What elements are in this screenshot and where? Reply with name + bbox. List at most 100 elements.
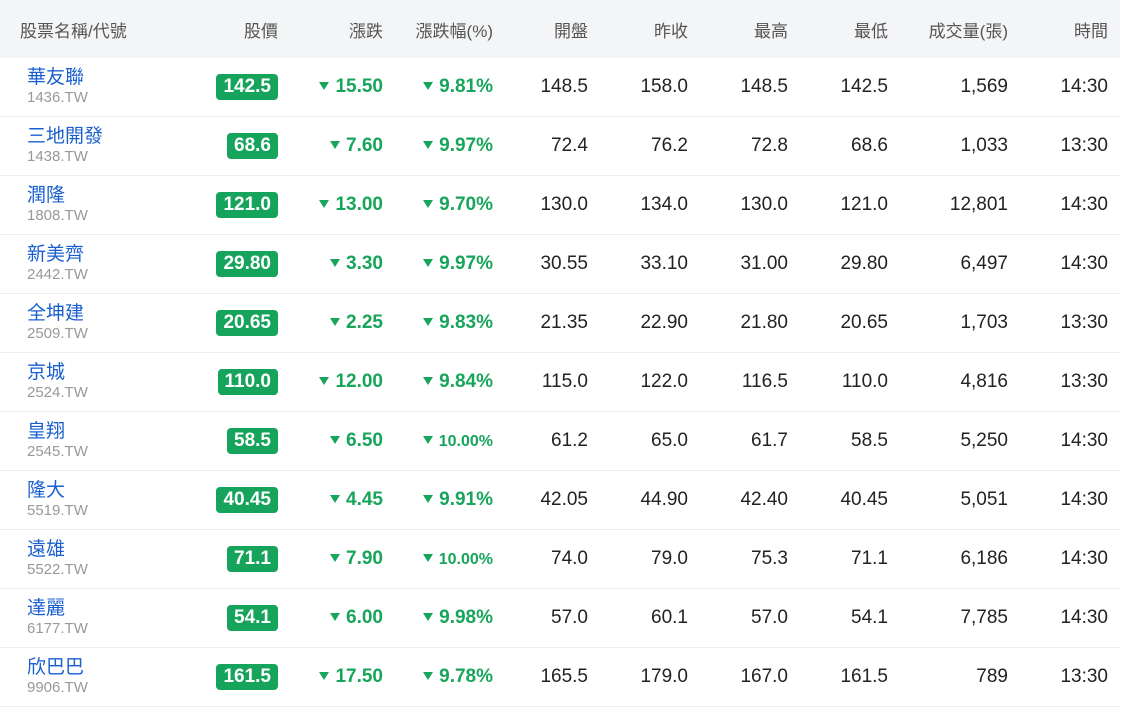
prev-close-cell: 79.0 (600, 548, 700, 570)
prev-close-cell: 33.10 (600, 253, 700, 275)
down-arrow-icon (330, 141, 341, 149)
change-percent-value: 9.91% (439, 489, 493, 510)
stock-row: 達麗 6177.TW 54.1 6.00 9.98% 57.0 60.1 57.0 54.1 7,… (0, 589, 1120, 648)
stock-name[interactable]: 京城 (27, 362, 66, 384)
stock-name[interactable]: 新美齊 (27, 244, 85, 266)
stock-row: 全坤建 2509.TW 20.65 2.25 9.83% 21.35 22.90 21.80 2… (0, 294, 1120, 353)
prev-close: 158.0 (640, 76, 688, 97)
low-cell: 142.5 (800, 76, 900, 98)
change-percent-cell: 9.78% (395, 666, 505, 688)
down-arrow-icon (423, 672, 434, 680)
change-percent: 9.83% (423, 312, 493, 333)
price-badge: 68.6 (227, 133, 278, 159)
stock-name[interactable]: 全坤建 (27, 303, 85, 325)
price-badge: 29.80 (216, 251, 278, 277)
volume-cell: 12,801 (900, 194, 1020, 216)
open: 130.0 (540, 194, 588, 215)
down-arrow-icon (423, 377, 434, 385)
change: 4.45 (330, 489, 383, 510)
volume-cell: 5,051 (900, 489, 1020, 511)
volume: 1,569 (960, 76, 1008, 97)
change-cell: 4.45 (290, 489, 395, 511)
change-percent-value: 9.83% (439, 312, 493, 333)
stock-name[interactable]: 皇翔 (27, 421, 66, 443)
open-cell: 74.0 (505, 548, 600, 570)
down-arrow-icon (423, 141, 434, 149)
column-header: 成交量(張) (928, 21, 1008, 41)
high-cell: 75.3 (700, 548, 800, 570)
stock-name[interactable]: 潤隆 (27, 185, 66, 207)
stock-name[interactable]: 華友聯 (27, 67, 85, 89)
price-badge: 20.65 (216, 310, 278, 336)
stock-name[interactable]: 遠雄 (27, 539, 66, 561)
change-cell: 13.00 (290, 194, 395, 216)
price-badge: 40.45 (216, 487, 278, 513)
column-header: 時間 (1074, 21, 1108, 41)
open-cell: 57.0 (505, 607, 600, 629)
down-arrow-icon (422, 436, 433, 444)
high-cell: 130.0 (700, 194, 800, 216)
change-percent-cell: 9.97% (395, 253, 505, 275)
time: 14:30 (1060, 430, 1108, 451)
change-percent-cell: 9.70% (395, 194, 505, 216)
volume-cell: 6,497 (900, 253, 1020, 275)
down-arrow-icon (423, 200, 434, 208)
change-value: 3.30 (346, 253, 383, 274)
down-arrow-icon (319, 672, 330, 680)
open-cell: 61.2 (505, 430, 600, 452)
stock-code: 2545.TW (27, 443, 88, 461)
stock-name-cell: 遠雄 5522.TW (0, 539, 190, 578)
change-value: 6.50 (346, 430, 383, 451)
open: 72.4 (551, 135, 588, 156)
low: 68.6 (851, 135, 888, 156)
change-percent-value: 9.98% (439, 607, 493, 628)
low: 20.65 (840, 312, 888, 333)
price-badge: 58.5 (227, 428, 278, 454)
open: 148.5 (540, 76, 588, 97)
stock-name-cell: 達麗 6177.TW (0, 598, 190, 637)
stock-code: 2509.TW (27, 325, 88, 343)
column-header: 股價 (244, 21, 278, 41)
stock-name-cell: 新美齊 2442.TW (0, 244, 190, 283)
open-cell: 148.5 (505, 76, 600, 98)
high-cell: 57.0 (700, 607, 800, 629)
stock-code: 2442.TW (27, 266, 88, 284)
prev-close: 22.90 (640, 312, 688, 333)
open-cell: 21.35 (505, 312, 600, 334)
column-header: 漲跌 (349, 21, 383, 41)
column-header: 股票名稱/代號 (20, 21, 127, 41)
prev-close-cell: 158.0 (600, 76, 700, 98)
down-arrow-icon (423, 495, 434, 503)
change-cell: 7.90 (290, 548, 395, 570)
change-percent: 10.00% (422, 548, 493, 569)
high-cell: 116.5 (700, 371, 800, 393)
time-cell: 13:30 (1020, 371, 1120, 393)
change-percent-value: 9.70% (439, 194, 493, 215)
change-percent-value: 9.97% (439, 253, 493, 274)
time: 14:30 (1060, 76, 1108, 97)
open: 42.05 (540, 489, 588, 510)
stock-name[interactable]: 達麗 (27, 598, 66, 620)
volume-cell: 1,703 (900, 312, 1020, 334)
stock-name[interactable]: 隆大 (27, 480, 66, 502)
open-cell: 30.55 (505, 253, 600, 275)
open: 30.55 (540, 253, 588, 274)
high: 31.00 (740, 253, 788, 274)
low-cell: 54.1 (800, 607, 900, 629)
price-badge: 161.5 (216, 664, 278, 690)
change-percent: 10.00% (422, 430, 493, 451)
change-percent-cell: 9.81% (395, 76, 505, 98)
price-badge: 110.0 (217, 369, 278, 395)
prev-close-cell: 122.0 (600, 371, 700, 393)
low-cell: 58.5 (800, 430, 900, 452)
stock-name[interactable]: 欣巴巴 (27, 657, 85, 679)
stock-price-cell: 54.1 (190, 605, 290, 631)
stock-price-cell: 40.45 (190, 487, 290, 513)
low: 121.0 (840, 194, 888, 215)
change-percent: 9.70% (423, 194, 493, 215)
stock-name[interactable]: 三地開發 (27, 126, 104, 148)
high-cell: 42.40 (700, 489, 800, 511)
volume-cell: 4,816 (900, 371, 1020, 393)
time-cell: 13:30 (1020, 135, 1120, 157)
